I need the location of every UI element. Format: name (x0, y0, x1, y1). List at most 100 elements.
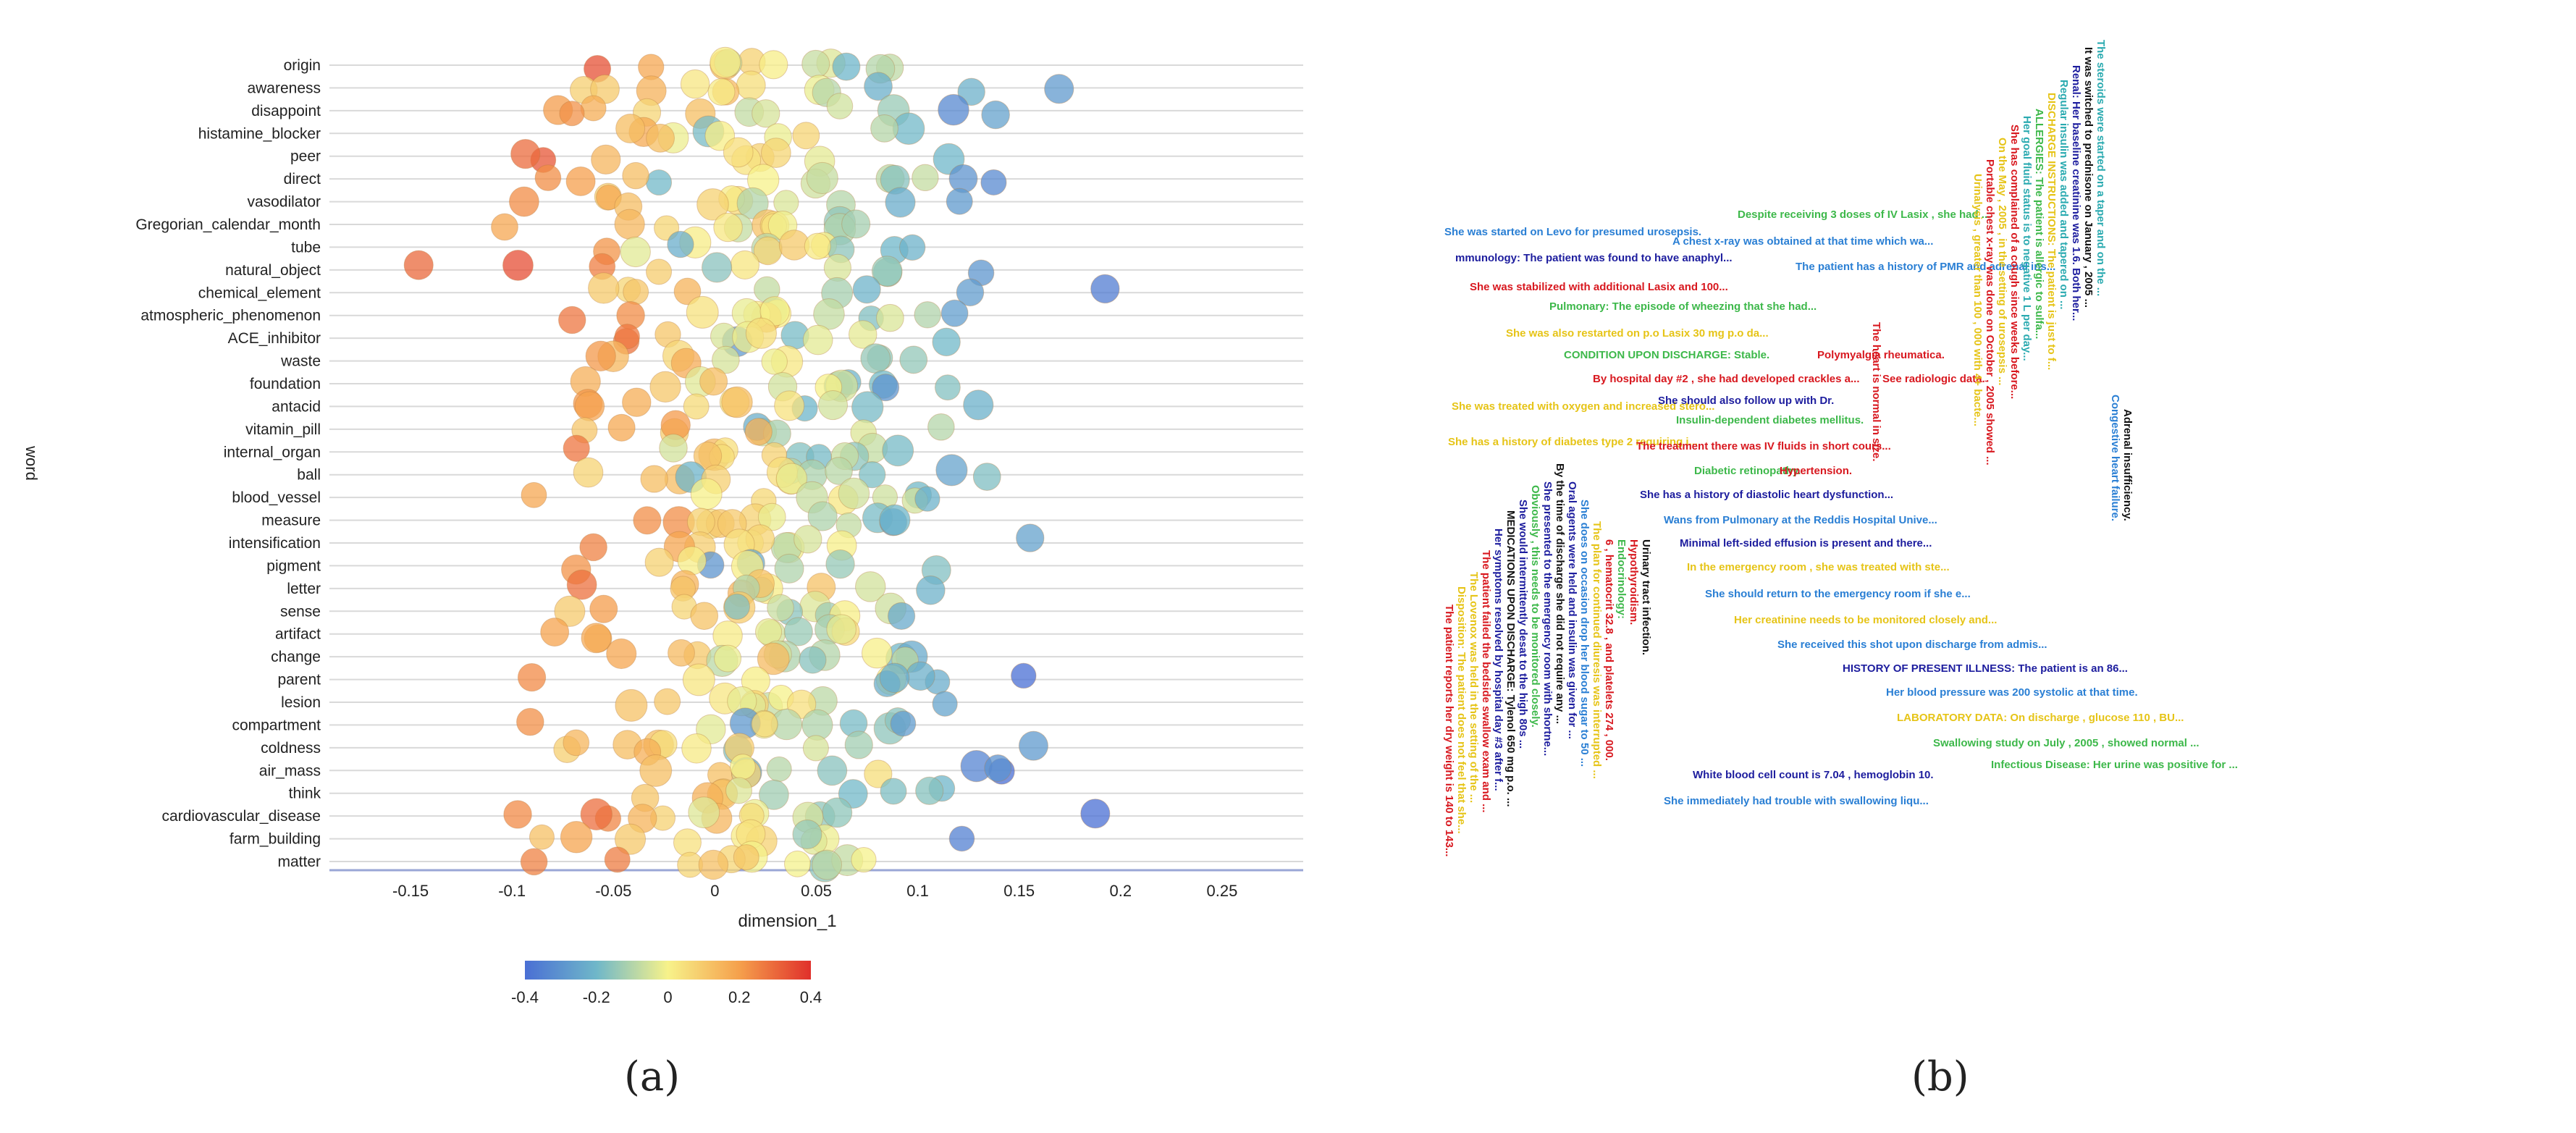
sentence-snippet: Insulin-dependent diabetes mellitus. (1676, 414, 1864, 426)
sentence-snippet: She would intermittently desat to the hi… (1517, 500, 1529, 749)
sentence-snippet: She was stabilized with additional Lasix… (1470, 281, 1728, 293)
data-point (640, 465, 668, 493)
category-label: lesion (281, 694, 321, 711)
data-point (880, 778, 907, 805)
data-point (932, 691, 958, 717)
data-point (794, 525, 822, 554)
x-tick-label: 0.15 (1003, 882, 1035, 900)
sentence-snippet: Disposition: The patient does not feel t… (1455, 586, 1468, 834)
data-point (639, 754, 673, 787)
data-point (812, 849, 843, 880)
category-label: foundation (250, 376, 321, 392)
x-tick-label: 0.1 (906, 882, 929, 900)
panel-a: origin awareness disappoint histamine_block… (22, 46, 1303, 1100)
sentence-snippet: The patient failed the bedside swallow e… (1480, 550, 1492, 813)
data-point (855, 571, 886, 602)
sentence-snippet: It was switched to prednisone on January… (2082, 47, 2095, 308)
data-point (614, 324, 640, 350)
data-point (858, 460, 886, 489)
data-point (963, 389, 994, 421)
data-point (761, 348, 788, 375)
sentence-snippet: Despite receiving 3 doses of IV Lasix , … (1738, 209, 1991, 221)
data-point (646, 123, 675, 153)
sentence-snippet: mmunology: The patient was found to have… (1455, 252, 1733, 264)
caption-b: (b) (1911, 1053, 1969, 1100)
data-point (935, 454, 968, 487)
sentence-snippet: Her blood pressure was 200 systolic at t… (1886, 686, 2138, 699)
sentence-snippet: Infectious Disease: Her urine was positi… (1991, 759, 2238, 771)
data-point (783, 617, 813, 646)
data-point (403, 250, 434, 280)
data-point (725, 777, 753, 804)
data-point (559, 101, 585, 127)
data-point (622, 161, 649, 190)
data-point (615, 114, 646, 144)
data-point (879, 504, 911, 536)
data-point (649, 371, 681, 403)
sentence-snippet: Hypertension. (1780, 465, 1853, 477)
category-label: think (289, 785, 321, 802)
category-label: matter (277, 854, 321, 870)
data-point (792, 122, 820, 150)
data-point (852, 275, 881, 304)
caption-a: (a) (624, 1053, 680, 1100)
x-tick-label: -0.15 (392, 882, 429, 900)
data-point (721, 386, 753, 418)
data-point (615, 688, 648, 722)
colorbar-tick-label: 0 (663, 988, 672, 1006)
sentence-snippet: The patient has a history of PMR and adr… (1796, 261, 2056, 273)
data-point (882, 434, 914, 467)
sentence-snippet: Urinalysis , greater than 100 , 000 with… (1971, 174, 1984, 426)
data-point (707, 78, 736, 106)
data-point (801, 49, 830, 78)
sentence-snippet: Regular insulin was added and tapered on… (2058, 80, 2070, 310)
data-point (972, 463, 1001, 491)
data-point (912, 164, 939, 192)
data-point (565, 166, 596, 196)
data-point (871, 256, 903, 287)
category-label: histamine_blocker (198, 125, 321, 142)
sentence-snippet: She has a history of diastolic heart dys… (1640, 489, 1894, 501)
data-point (588, 272, 620, 304)
sentence-snippet: Her goal fluid status is to negative 1 L… (2021, 116, 2033, 361)
data-point (1011, 662, 1037, 689)
data-point (668, 639, 695, 667)
sentence-snippet: Hypothyroidism. (1628, 539, 1640, 626)
data-point (560, 820, 593, 854)
data-point (554, 595, 586, 627)
sentence-cloud: She was started on Levo for presumed uro… (1318, 0, 2576, 1014)
data-point (914, 301, 941, 329)
data-point (774, 553, 804, 584)
sentence-snippet: HISTORY OF PRESENT ILLNESS: The patient … (1843, 662, 2128, 675)
sentence-snippet: ALLERGIES: The patient is allergic to su… (2033, 109, 2045, 340)
category-label: letter (287, 581, 321, 597)
x-axis-label: dimension_1 (738, 911, 836, 931)
data-point (557, 306, 586, 334)
data-point (589, 594, 618, 623)
data-point (870, 114, 898, 143)
category-label: awareness (247, 80, 321, 96)
data-point (783, 850, 811, 877)
data-point (699, 367, 728, 396)
sentence-snippet: See radiologic data. (1882, 373, 1985, 385)
sentence-snippet: Diabetic retinopathy. (1694, 465, 1801, 477)
data-point (517, 662, 547, 692)
data-point (1080, 799, 1111, 829)
data-point (957, 77, 985, 106)
data-point (876, 303, 904, 332)
data-point (702, 252, 733, 283)
data-point (890, 710, 917, 737)
sentence-snippet: Her creatinine needs to be monitored clo… (1734, 614, 1998, 626)
data-point (825, 549, 855, 579)
category-label: change (271, 649, 321, 665)
data-point (682, 663, 715, 696)
x-tick-label: 0.2 (1110, 882, 1132, 900)
category-label: chemical_element (198, 285, 321, 301)
data-point (579, 533, 607, 562)
data-point (712, 345, 740, 374)
category-label: waste (280, 353, 321, 370)
category-label: Gregorian_calendar_month (135, 216, 321, 233)
category-label: natural_object (225, 262, 321, 279)
data-point (826, 93, 854, 119)
data-point (981, 100, 1010, 130)
